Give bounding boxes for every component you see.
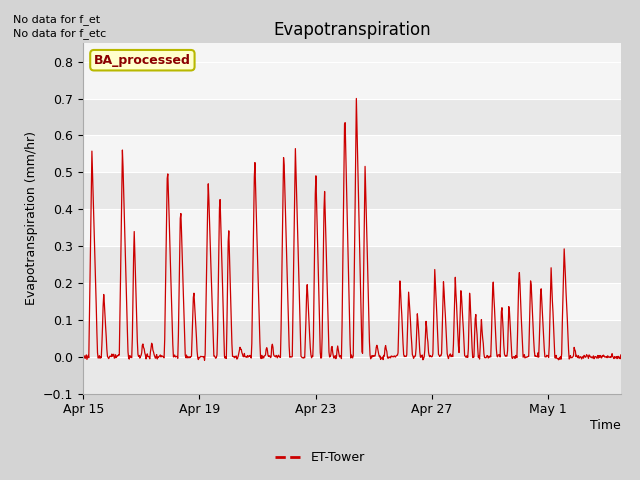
Bar bbox=[83, 357, 621, 394]
Bar bbox=[83, 98, 621, 135]
Title: Evapotranspiration: Evapotranspiration bbox=[273, 21, 431, 39]
Bar bbox=[83, 172, 621, 209]
Y-axis label: Evapotranspiration (mm/hr): Evapotranspiration (mm/hr) bbox=[24, 132, 38, 305]
Text: No data for f_et
No data for f_etc: No data for f_et No data for f_etc bbox=[13, 14, 106, 39]
Legend: ET-Tower: ET-Tower bbox=[270, 446, 370, 469]
Text: BA_processed: BA_processed bbox=[94, 54, 191, 67]
X-axis label: Time: Time bbox=[590, 419, 621, 432]
Bar bbox=[83, 246, 621, 283]
Bar bbox=[83, 320, 621, 357]
